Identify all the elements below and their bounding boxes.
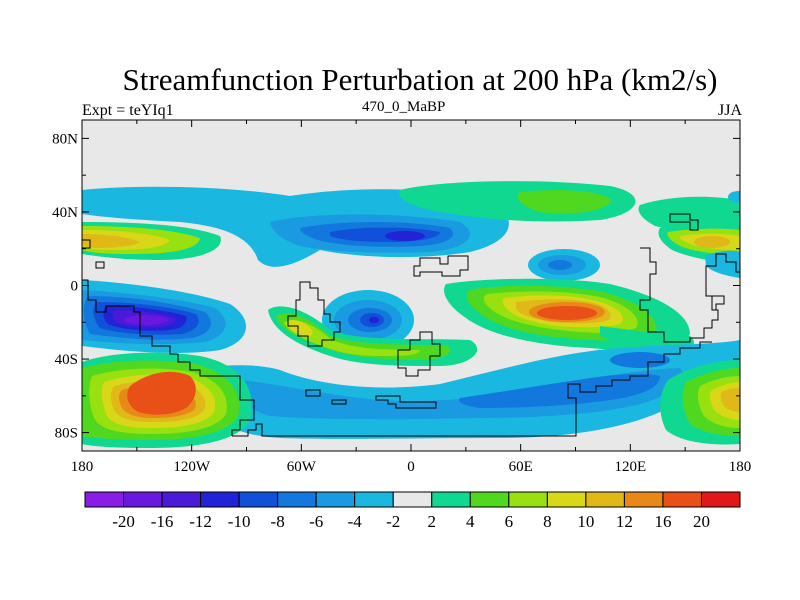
colorbar-swatch — [161, 491, 202, 508]
case-label: 470_0_MaBP — [362, 99, 446, 115]
x-axis: 180 120W 60W 0 60E 120E 180 — [71, 120, 752, 475]
colorbar-label: 12 — [616, 512, 633, 531]
y-tick-label: 40N — [52, 205, 78, 221]
colorbar-label: 20 — [693, 512, 710, 531]
coastline-alaska-strip — [95, 261, 105, 269]
contour-neg-epac-core — [124, 315, 168, 325]
contour-neg-south-band-inner — [458, 373, 660, 408]
coastline-asia-east — [639, 247, 740, 343]
x-tick-label: 0 — [407, 459, 415, 475]
x-tick-label: 60W — [287, 459, 317, 475]
colorbar-swatch — [123, 491, 163, 508]
contour-neg-north-min — [385, 231, 425, 241]
colorbar-swatch — [431, 491, 471, 508]
contour-pos-swpac-core — [720, 388, 740, 412]
coastline-antarctica-strip — [331, 399, 347, 405]
chart-title: Streamfunction Perturbation at 200 hPa (… — [122, 62, 718, 97]
x-tick-label: 120E — [614, 459, 646, 475]
contour-pos-samerica-mid — [276, 313, 451, 360]
coastline-antarctica-main — [375, 395, 437, 409]
y-tick-label: 80S — [55, 426, 78, 442]
colorbar-swatch — [546, 491, 587, 508]
colorbar-label: 8 — [543, 512, 552, 531]
coastline-africa-west — [397, 331, 441, 377]
contour-neg-south-band-core — [610, 352, 670, 368]
colorbar-label: 10 — [577, 512, 594, 531]
colorbar-label: -2 — [386, 512, 400, 531]
y-tick-label: 40S — [55, 352, 78, 368]
contour-neg-arctic-small — [728, 191, 740, 203]
contour-pos-easia-core — [694, 236, 730, 248]
coastline-north-america-west — [82, 239, 91, 249]
colorbar-swatch — [469, 491, 510, 508]
colorbar-label: -20 — [112, 512, 135, 531]
contour-pos-north-atlantic-inner — [517, 190, 612, 214]
contour-neg-south-band-mid — [238, 368, 683, 420]
season-label: JJA — [717, 102, 742, 119]
y-axis: 80N 40N 0 40S 80S — [52, 131, 740, 442]
coastline-south-america — [287, 281, 341, 347]
colorbar-label: -4 — [348, 512, 363, 531]
x-tick-label: 180 — [729, 459, 752, 475]
experiment-label: Expt = teYIq1 — [82, 102, 174, 119]
coastline-indonesia — [712, 295, 725, 310]
contour-pos-samerica-core — [287, 319, 313, 337]
colorbar-swatch — [315, 491, 356, 508]
colorbar-swatch — [700, 491, 741, 508]
contour-pos-npac-core — [82, 234, 140, 248]
x-tick-label: 120W — [173, 459, 211, 475]
y-tick-label: 80N — [52, 131, 78, 147]
contour-neg-west-pacific-lobe — [82, 192, 271, 220]
coastline-central-america — [82, 279, 255, 436]
colorbar-label: -12 — [189, 512, 212, 531]
contour-pos-indian-l6 — [537, 306, 597, 320]
contour-pos-spac-core — [127, 371, 196, 415]
contour-neg-satl-core — [369, 316, 379, 324]
coastline-layer — [82, 213, 740, 437]
colorbar-label: -16 — [151, 512, 174, 531]
colorbar-swatch — [662, 491, 702, 508]
colorbar-swatch — [508, 491, 548, 508]
colorbar-label: -10 — [228, 512, 251, 531]
colorbar-label: 16 — [654, 512, 671, 531]
y-tick-label: 0 — [71, 279, 79, 295]
colorbar-swatch — [354, 491, 394, 508]
colorbar-swatch — [238, 491, 279, 508]
colorbar-swatch — [585, 491, 625, 508]
colorbar-label: -8 — [271, 512, 285, 531]
coastline-antarctic-peninsula — [305, 389, 321, 397]
coastline-europe — [413, 255, 469, 277]
colorbar-label: -6 — [309, 512, 323, 531]
colorbar-swatch — [200, 491, 240, 508]
colorbar-swatch — [392, 491, 433, 508]
colorbar-swatch — [84, 491, 125, 508]
colorbar: -20 -16 -12 -10 -8 -6 -4 -2 2 4 6 8 10 12 16 20 — [84, 491, 741, 531]
contour-neg-easia-right — [705, 250, 740, 278]
contour-neg-arabia-core — [548, 260, 572, 270]
colorbar-swatch — [277, 491, 317, 508]
x-tick-label: 60E — [509, 459, 533, 475]
coastline-japan — [669, 213, 699, 231]
colorbar-label: 4 — [466, 512, 475, 531]
coastline-antarctica-shelf — [232, 341, 712, 437]
colorbar-swatch — [623, 491, 664, 508]
x-tick-label: 180 — [71, 459, 94, 475]
colorbar-label: 6 — [505, 512, 514, 531]
colorbar-label: 2 — [428, 512, 437, 531]
